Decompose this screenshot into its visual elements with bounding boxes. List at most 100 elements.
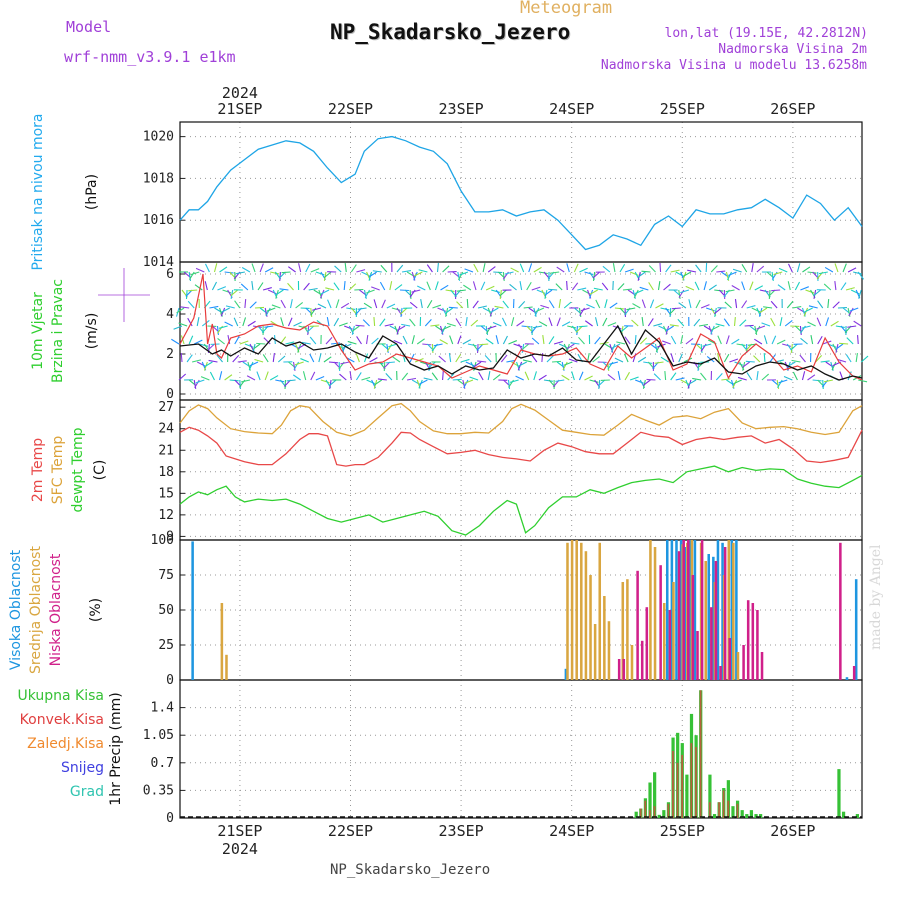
wind-arrow — [698, 323, 708, 327]
low-cloud-bar — [622, 659, 626, 680]
wind-arrow — [350, 264, 357, 273]
wind-arrow — [469, 376, 479, 381]
wind-arrow — [264, 371, 269, 381]
wind-arrow — [333, 282, 340, 291]
wind-arrow — [190, 271, 200, 276]
wind-arrow — [247, 320, 256, 327]
wind-arrow — [510, 267, 519, 273]
wind-arrow — [195, 267, 205, 273]
wind-arrow — [548, 317, 553, 327]
mid-cloud-bar — [575, 540, 578, 680]
wind-arrow — [563, 361, 573, 366]
wind-arrow — [770, 317, 776, 327]
wind-arrow — [464, 268, 474, 273]
wind-arrow — [687, 269, 697, 273]
wind-arrow — [504, 271, 514, 275]
mid-cloud-bar — [598, 542, 602, 680]
conv-precip-bar — [699, 690, 702, 818]
wind-arrow — [571, 371, 575, 381]
wind-arrow — [677, 318, 685, 327]
wind-arrow — [732, 268, 742, 273]
wind-arrow — [567, 325, 577, 329]
wind-arrow — [708, 284, 717, 291]
wind-arrow — [368, 271, 377, 278]
wind-arrow — [823, 283, 832, 291]
wind-arrow — [540, 304, 550, 309]
wind-arrow — [685, 285, 695, 291]
wind-arrow — [207, 343, 215, 351]
conv-precip-bar — [718, 802, 720, 818]
wind-arrow — [269, 375, 279, 381]
wind-arrow — [586, 303, 595, 309]
panel-frame — [179, 121, 863, 263]
wind-arrow — [626, 307, 636, 311]
pressure-line — [179, 135, 863, 251]
wind-arrow — [341, 343, 347, 353]
wind-arrow — [486, 325, 492, 334]
wind-arrow — [571, 282, 579, 291]
wind-arrow — [393, 340, 403, 345]
wind-arrow — [548, 300, 555, 309]
wind-arrow — [669, 307, 677, 315]
wind-arrow — [637, 271, 646, 278]
wind-arrow — [614, 357, 624, 363]
wind-arrow — [561, 321, 571, 327]
wind-arrow — [366, 335, 369, 345]
wind-arrow — [825, 317, 830, 327]
low-cloud-bar — [852, 666, 856, 680]
wind-arrow — [331, 342, 341, 345]
model-name: wrf-nmm_v3.9.1 e1km — [64, 48, 236, 66]
wind-arrow — [562, 361, 568, 371]
wind-arrow — [685, 338, 694, 345]
wind-arrow — [655, 303, 664, 309]
wind-arrow — [221, 307, 230, 313]
wind-arrow — [521, 325, 531, 328]
wind-arrow — [452, 378, 462, 381]
x-tick-label-top: 25SEP — [660, 100, 705, 118]
x-tick-label-bottom: 24SEP — [549, 822, 594, 840]
wind-arrow — [858, 379, 868, 383]
wind-arrow — [570, 342, 580, 345]
wind-arrow — [693, 318, 701, 327]
wind-arrow — [448, 306, 458, 309]
wind-arrow — [824, 266, 834, 273]
wind-arrow — [287, 317, 293, 327]
low-cloud-bar — [742, 645, 745, 680]
wind-arrow — [278, 271, 286, 279]
low-cloud-bar — [700, 540, 704, 680]
high-cloud-bar — [707, 554, 710, 680]
wind-arrow — [217, 286, 227, 291]
conv-precip-bar — [708, 802, 711, 818]
wind-arrow — [510, 317, 515, 327]
high-cloud-bar — [564, 668, 568, 680]
wind-axis-label-2: Brzina i Pravac — [50, 279, 66, 383]
wind-arrow — [830, 320, 839, 327]
wind-arrow — [566, 263, 570, 273]
conv-precip-bar — [639, 808, 642, 818]
wind-arrow — [509, 379, 519, 383]
wind-arrow — [440, 284, 449, 291]
wind-arrow — [694, 281, 700, 291]
wind-arrow — [222, 289, 232, 294]
wind-arrow — [466, 298, 469, 309]
wind-arrow — [771, 271, 774, 281]
wind-arrow — [611, 343, 616, 353]
wind-arrow — [508, 340, 518, 345]
wind-arrow — [467, 343, 477, 347]
wind-arrow — [555, 379, 565, 382]
wind-arrow — [595, 299, 601, 309]
wind-arrow — [787, 263, 793, 273]
wind-arrow — [241, 379, 251, 383]
conv-precip-bar — [690, 743, 693, 818]
wind-arrow — [195, 379, 205, 384]
high-cloud-bar — [721, 542, 724, 680]
wind-arrow — [426, 299, 433, 309]
low-cloud-bar — [756, 610, 759, 680]
wind-arrow — [199, 343, 209, 347]
wind-arrow — [860, 355, 869, 363]
wind-arrow — [804, 307, 813, 313]
wind-arrow — [807, 321, 816, 327]
wind-arrow — [389, 281, 393, 291]
wind-arrow — [705, 307, 715, 312]
wind-arrow — [188, 289, 198, 292]
